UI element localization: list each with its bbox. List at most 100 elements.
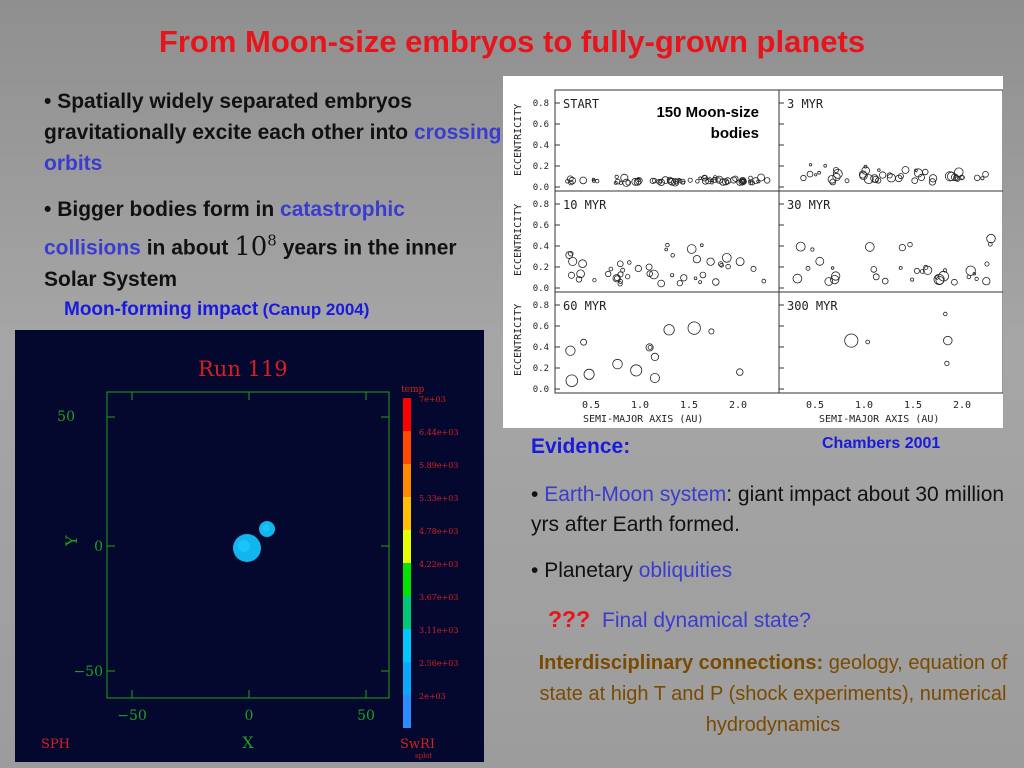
legend-value: 4.78e+03	[419, 527, 458, 536]
scatter-point	[578, 259, 587, 269]
panel-label: 3 MYR	[787, 97, 824, 111]
scatter-point	[748, 180, 754, 186]
scatter-point	[663, 324, 675, 336]
scatter-point	[719, 263, 724, 268]
ytick-label: 0.4	[533, 141, 549, 151]
ytick-label: 0.6	[533, 120, 549, 130]
sph-plot-frame	[106, 391, 390, 699]
panel-label: 10 MYR	[563, 198, 607, 212]
scatter-point	[832, 168, 843, 179]
scatter-point	[568, 271, 576, 279]
scatter-point	[722, 178, 730, 186]
legend-value: 2e+03	[419, 692, 446, 701]
ylabel-top: ECCENTRICITY	[513, 104, 524, 176]
bullet2-text-c: years in the inner Solar System	[44, 236, 457, 291]
scatter-point	[645, 343, 654, 352]
scatter-point	[810, 247, 815, 252]
scatter-point	[954, 176, 961, 182]
scatter-point	[692, 255, 701, 264]
scatter-point	[965, 265, 976, 276]
scatter-point	[712, 278, 720, 286]
panel-label: 60 MYR	[563, 299, 607, 313]
scatter-point	[830, 275, 840, 285]
scatter-point	[761, 278, 767, 284]
ytick-label: 0.8	[533, 99, 549, 109]
scatter-point	[917, 173, 925, 182]
legend-value: 6.44e+03	[419, 428, 458, 437]
evidence-heading: Evidence:	[531, 435, 631, 458]
scatter-point	[617, 260, 624, 268]
scatter-point	[752, 177, 760, 184]
legend-value: 4.22e+03	[419, 560, 458, 569]
evidence2-text: Planetary	[544, 559, 633, 582]
moon-caption-main: Moon-forming impact	[64, 299, 259, 320]
chambers-credit: Chambers 2001	[822, 435, 941, 452]
ytick-50: 50	[57, 409, 75, 425]
legend-value: 7e+03	[419, 395, 446, 404]
scatter-point	[708, 328, 715, 335]
ylabel-bottom: ECCENTRICITY	[513, 304, 524, 376]
bullet-dot: •	[44, 90, 58, 113]
panel-grid: START 0.0 0.2 0.4 0.6 0.8 3 MYR 10 MYR 0.0 0.2 0.4…	[533, 89, 1004, 411]
xtick-50: 50	[357, 708, 375, 724]
scatter-point	[576, 269, 585, 279]
legend-title: temp	[401, 385, 424, 395]
scatter-point	[706, 257, 715, 266]
ten-power: 108	[234, 231, 277, 262]
scatter-point	[897, 173, 904, 180]
scatter-point	[877, 168, 881, 172]
scatter-point	[928, 178, 936, 186]
ytick-label: 0.8	[533, 301, 549, 311]
scatter-point	[680, 274, 688, 282]
scatter-point	[795, 241, 806, 252]
scatter-point	[808, 163, 813, 167]
ylabel-mid: ECCENTRICITY	[513, 204, 524, 276]
scatter-point	[910, 277, 915, 282]
scatter-point	[670, 273, 675, 278]
scatter-point	[568, 250, 574, 257]
scatter-point	[832, 167, 839, 174]
bullet-dot: •	[531, 559, 545, 582]
scatter-point	[870, 174, 879, 183]
ytick-label: 0.0	[533, 385, 549, 395]
scatter-point	[705, 178, 712, 185]
legend-value: 3.11e+03	[419, 626, 458, 635]
xtick-label: 0.5	[806, 400, 824, 411]
scatter-point	[960, 175, 965, 180]
scatter-point	[736, 368, 744, 376]
scatter-point	[984, 261, 990, 267]
xtick-0: 0	[245, 708, 254, 724]
scatter-point	[829, 178, 837, 186]
scatter-point	[698, 280, 703, 285]
slide-title: From Moon-size embryos to fully-grown pl…	[158, 24, 866, 59]
legend-swatch	[403, 431, 411, 464]
scatter-point	[922, 168, 929, 176]
scatter-point	[625, 180, 632, 186]
bullet-dot: •	[44, 198, 58, 221]
scatter-point	[911, 177, 919, 184]
scatter-point	[612, 358, 623, 370]
scatter-point	[934, 275, 940, 280]
scatter-point	[568, 256, 578, 266]
ytick-label: 0.2	[533, 162, 549, 172]
scatter-point	[951, 278, 958, 286]
scatter-point	[935, 276, 945, 285]
scatter-point	[579, 176, 587, 185]
scatter-point	[907, 241, 913, 248]
scatter-point	[636, 177, 641, 183]
scatter-point	[830, 266, 835, 270]
scatter-point	[702, 175, 707, 180]
ytick-label: 0.4	[533, 343, 549, 353]
xtick-label: 1.0	[631, 400, 649, 411]
scatter-point	[859, 171, 868, 180]
evidence-item-2: • Planetary obliquities	[531, 556, 732, 586]
ten-base: 10	[234, 231, 268, 262]
scatter-point	[756, 179, 761, 184]
scatter-point	[620, 173, 629, 182]
scatter-point	[987, 241, 993, 247]
ytick-label: 0.0	[533, 284, 549, 294]
open-question: ??? Final dynamical state?	[548, 606, 811, 633]
question-text: Final dynamical state?	[602, 609, 811, 632]
panel-label: START	[563, 97, 599, 111]
evidence2-highlight: obliquities	[638, 559, 733, 582]
